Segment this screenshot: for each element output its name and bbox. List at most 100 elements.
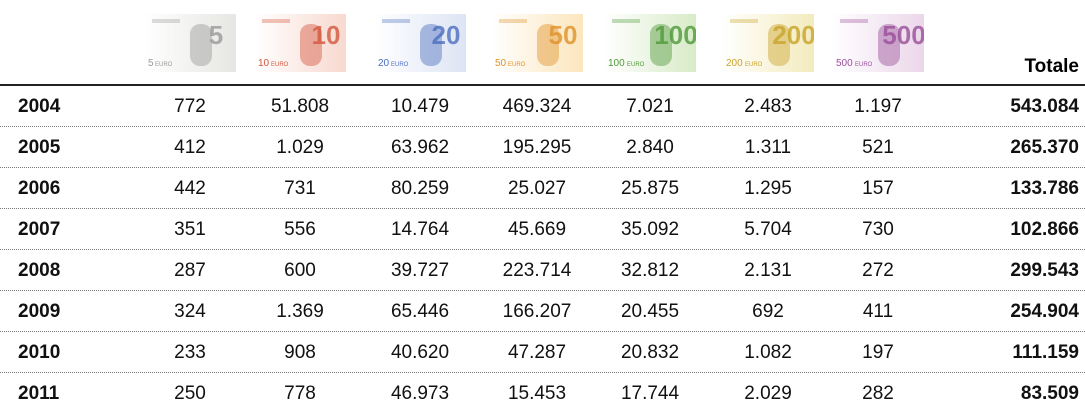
value-cell: 51.808 — [270, 96, 330, 117]
note-value-small: 5 — [148, 58, 154, 69]
value-cell: 411 — [862, 301, 894, 322]
note-value: 5 — [209, 20, 223, 50]
note-value-small: 10 — [258, 58, 270, 69]
note-strip — [730, 19, 758, 23]
note-text: EURO — [627, 62, 645, 68]
value-cell: 10.479 — [390, 96, 450, 117]
value-cell: 2.483 — [744, 96, 792, 117]
year-cell: 2009 — [18, 301, 61, 322]
table-row: 2007 351 556 14.764 45.669 35.092 5.704 730 102.… — [0, 209, 1085, 250]
year-cell: 2004 — [18, 96, 61, 117]
table-row: 2011 250 778 46.973 15.453 17.744 2.029 282 83.5… — [0, 373, 1085, 413]
value-cell: 250 — [174, 383, 206, 404]
note-bg — [491, 14, 583, 72]
note-arch — [878, 24, 900, 66]
value-cell: 908 — [284, 342, 316, 363]
total-cell: 265.370 — [1010, 137, 1079, 158]
value-cell: 15.453 — [507, 383, 567, 404]
note-value-small: 100 — [608, 58, 625, 69]
note-value: 200 — [772, 20, 814, 50]
value-cell: 20.832 — [620, 342, 680, 363]
note-value-small: 500 — [836, 58, 853, 69]
table-row: 2005 412 1.029 63.962 195.295 2.840 1.311 521 26… — [0, 127, 1085, 168]
header-row: Totale 5 5 EURO 10 10 EURO 20 20 EURO 50 50 EURO 100… — [0, 0, 1085, 84]
value-cell: 195.295 — [502, 137, 572, 158]
note-bg — [374, 14, 466, 72]
total-cell: 299.543 — [1010, 260, 1079, 281]
total-cell: 254.904 — [1010, 301, 1079, 322]
total-cell: 111.159 — [1012, 342, 1079, 363]
total-cell: 543.084 — [1010, 96, 1079, 117]
banknote: 55 EURO — [144, 14, 236, 72]
value-cell: 1.295 — [744, 178, 792, 199]
value-cell: 600 — [284, 260, 316, 281]
value-cell: 65.446 — [390, 301, 450, 322]
value-cell: 1.082 — [744, 342, 792, 363]
value-cell: 46.973 — [390, 383, 450, 404]
total-cell: 102.866 — [1010, 219, 1079, 240]
note-value: 100 — [654, 20, 696, 50]
note-text: EURO — [855, 62, 873, 68]
note-arch — [190, 24, 212, 66]
year-cell: 2008 — [18, 260, 61, 281]
value-cell: 1.029 — [276, 137, 324, 158]
value-cell: 2.029 — [744, 383, 792, 404]
note-text: EURO — [508, 62, 526, 68]
value-cell: 223.714 — [502, 260, 572, 281]
note-text: EURO — [745, 62, 763, 68]
note-value-small: 50 — [495, 58, 507, 69]
year-cell: 2010 — [18, 342, 61, 363]
value-cell: 1.369 — [276, 301, 324, 322]
value-cell: 47.287 — [507, 342, 567, 363]
value-cell: 25.027 — [507, 178, 567, 199]
note-value-small: 200 — [726, 58, 743, 69]
value-cell: 7.021 — [626, 96, 674, 117]
value-cell: 692 — [752, 301, 784, 322]
note-bg — [832, 14, 924, 72]
value-cell: 20.455 — [620, 301, 680, 322]
note-bg — [722, 14, 814, 72]
value-cell: 157 — [862, 178, 894, 199]
note-strip — [262, 19, 290, 23]
value-cell: 287 — [174, 260, 206, 281]
value-cell: 1.311 — [744, 137, 792, 158]
table-row: 2009 324 1.369 65.446 166.207 20.455 692 411 254… — [0, 291, 1085, 332]
note-arch — [300, 24, 322, 66]
value-cell: 63.962 — [390, 137, 450, 158]
value-cell: 351 — [174, 219, 206, 240]
value-cell: 731 — [284, 178, 316, 199]
value-cell: 32.812 — [620, 260, 680, 281]
value-cell: 442 — [174, 178, 206, 199]
table-row: 2004 772 51.808 10.479 469.324 7.021 2.483 1.19… — [0, 86, 1085, 127]
value-cell: 521 — [862, 137, 894, 158]
year-cell: 2005 — [18, 137, 61, 158]
value-cell: 282 — [862, 383, 894, 404]
total-cell: 133.786 — [1010, 178, 1079, 199]
total-cell: 83.509 — [1020, 383, 1079, 404]
note-value: 50 — [549, 20, 578, 50]
value-cell: 14.764 — [390, 219, 450, 240]
note-value: 500 — [882, 20, 924, 50]
value-cell: 197 — [862, 342, 894, 363]
note-bg — [144, 14, 236, 72]
note-arch — [650, 24, 672, 66]
value-cell: 233 — [174, 342, 206, 363]
value-cell: 39.727 — [390, 260, 450, 281]
value-cell: 324 — [174, 301, 206, 322]
value-cell: 556 — [284, 219, 316, 240]
table-row: 2008 287 600 39.727 223.714 32.812 2.131 272 299… — [0, 250, 1085, 291]
value-cell: 166.207 — [502, 301, 572, 322]
value-cell: 25.875 — [620, 178, 680, 199]
table-row: 2006 442 731 80.259 25.027 25.875 1.295 157 133.… — [0, 168, 1085, 209]
note-strip — [152, 19, 180, 23]
value-cell: 272 — [862, 260, 894, 281]
note-arch — [420, 24, 442, 66]
value-cell: 17.744 — [620, 383, 680, 404]
note-arch — [768, 24, 790, 66]
note-strip — [612, 19, 640, 23]
